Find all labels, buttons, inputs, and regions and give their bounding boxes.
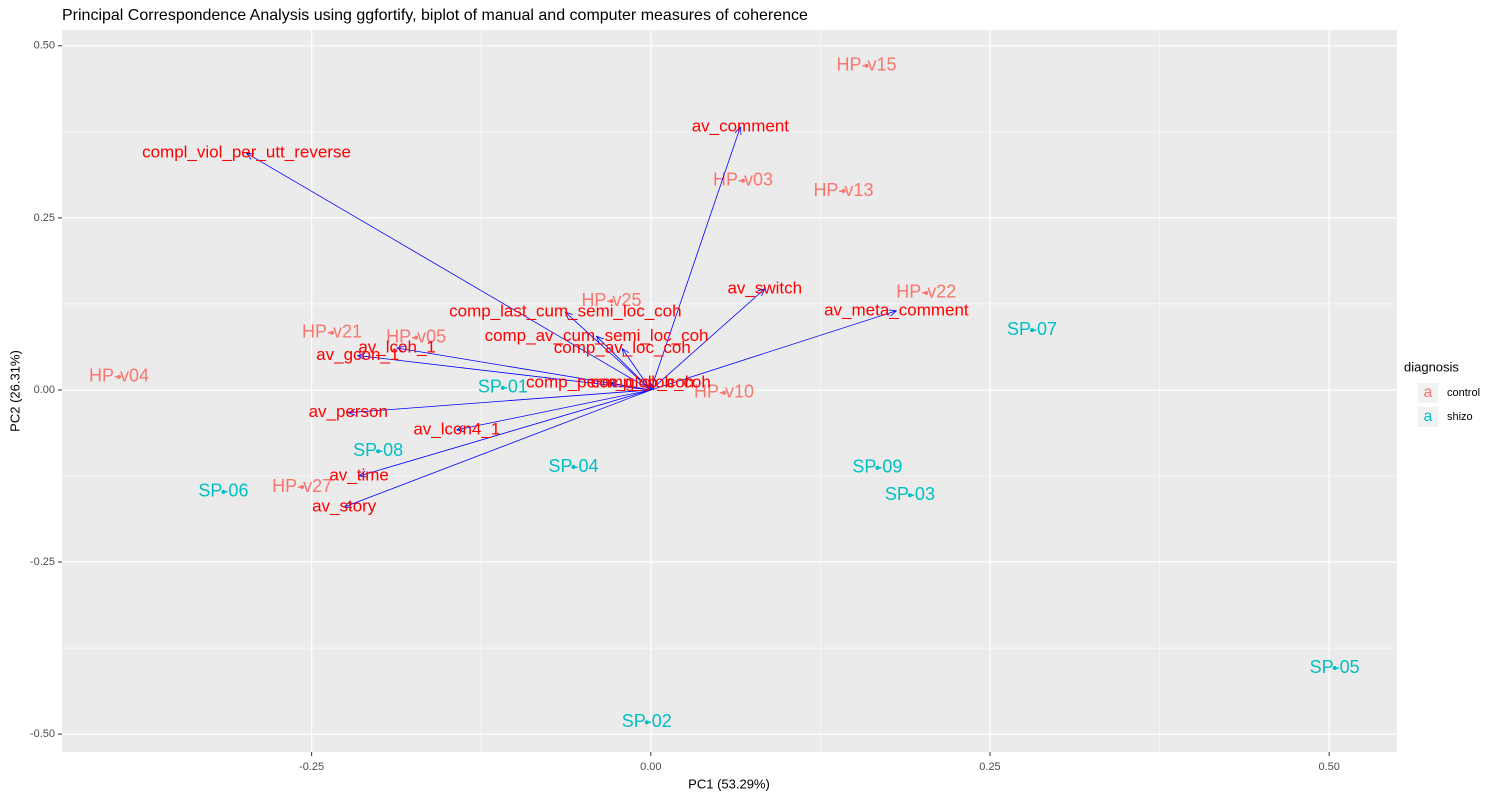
loading-arrow — [344, 389, 651, 507]
loading-arrow — [359, 389, 651, 476]
loading-label: comp_av_loc_coh — [554, 338, 691, 357]
loading-label: comp_av_cum_semi_loc_coh — [485, 326, 709, 345]
loading-arrow — [348, 389, 651, 413]
point-label: SP-03 — [885, 484, 935, 504]
loading-label: av_lcoh_1 — [358, 337, 436, 356]
point — [864, 63, 869, 68]
x-tick-label: 0.50 — [1318, 761, 1339, 773]
legend-key-bg — [1418, 383, 1438, 403]
point-label: HP-v15 — [837, 55, 897, 75]
point-label: SP-06 — [198, 481, 248, 501]
point — [376, 449, 381, 454]
loading-arrow — [247, 153, 652, 391]
point — [1030, 328, 1035, 333]
loading-label: av_comment — [692, 117, 790, 136]
y-axis-label: PC2 (26.31%) — [7, 350, 22, 432]
point — [329, 330, 334, 335]
point — [722, 390, 727, 395]
y-tick-label: -0.50 — [30, 728, 55, 740]
loading-label: av_person — [309, 402, 388, 421]
loading-label: comp_last_cum_semi_loc_coh — [449, 302, 681, 321]
x-tick-label: 0.00 — [640, 761, 661, 773]
point — [924, 290, 929, 295]
point-label: HP-v04 — [89, 366, 149, 386]
point-label: SP-02 — [622, 711, 672, 731]
x-axis-label: PC1 (53.29%) — [688, 776, 770, 791]
chart-title: Principal Correspondence Analysis using … — [62, 7, 808, 24]
point-label: HP-v25 — [581, 290, 641, 310]
loading-label: av_switch — [727, 278, 802, 297]
loading-arrow — [650, 127, 741, 391]
point — [741, 178, 746, 183]
loading-arrow — [397, 348, 651, 391]
x-tick-label: 0.25 — [979, 761, 1000, 773]
loading-label: av_story — [312, 496, 377, 515]
legend-key-bg — [1418, 407, 1438, 427]
point — [221, 489, 226, 494]
point — [841, 189, 846, 194]
loading-label: av_meta_comment — [824, 300, 969, 319]
legend-key: a — [1424, 408, 1433, 425]
y-tick-label: 0.50 — [34, 40, 55, 52]
loading-arrow — [565, 312, 652, 391]
panel — [62, 30, 1397, 752]
loading-label: av_time — [329, 465, 389, 484]
legend-key: a — [1424, 384, 1433, 401]
point — [1332, 666, 1337, 671]
point-label: SP-07 — [1007, 319, 1057, 339]
point — [609, 299, 614, 304]
point — [500, 385, 505, 390]
point-label: SP-09 — [852, 456, 902, 476]
loading-arrow — [650, 289, 765, 391]
loading-label: compl_viol_per_utt_reverse — [142, 143, 351, 162]
point — [300, 485, 305, 490]
point-label: HP-v21 — [302, 322, 362, 342]
loading-label: comp_glob_coh — [591, 373, 711, 392]
y-tick-label: -0.25 — [30, 556, 55, 568]
point-label: SP-01 — [478, 377, 528, 397]
point-label: SP-08 — [353, 440, 403, 460]
legend-title: diagnosis — [1404, 359, 1459, 374]
point — [875, 465, 880, 470]
point — [907, 493, 912, 498]
point-label: HP-v27 — [272, 476, 332, 496]
loading-arrow — [457, 389, 651, 430]
legend-label: shizo — [1447, 411, 1473, 423]
y-tick-label: 0.25 — [34, 212, 55, 224]
point-label: SP-05 — [1310, 657, 1360, 677]
point-label: HP-v13 — [813, 180, 873, 200]
loading-arrow — [650, 311, 897, 391]
point — [414, 335, 419, 340]
loading-arrow — [622, 349, 652, 391]
point-label: HP-v10 — [694, 381, 754, 401]
point-label: HP-v22 — [896, 282, 956, 302]
legend-label: control — [1447, 387, 1480, 399]
point — [116, 374, 121, 379]
loading-arrow — [610, 383, 651, 391]
x-tick-label: -0.25 — [299, 761, 324, 773]
loading-arrow — [597, 336, 652, 391]
loading-label: av_lcon4_1 — [413, 419, 500, 438]
point — [644, 720, 649, 725]
point-label: HP-v05 — [386, 326, 446, 346]
loading-label: comp_perm_glob_coh — [526, 373, 694, 392]
loading-arrow — [358, 356, 651, 391]
y-tick-label: 0.00 — [34, 384, 55, 396]
point-label: HP-v03 — [713, 169, 773, 189]
point — [571, 465, 576, 470]
loading-label: av_gcon_1 — [316, 345, 399, 364]
point-label: SP-04 — [548, 456, 598, 476]
